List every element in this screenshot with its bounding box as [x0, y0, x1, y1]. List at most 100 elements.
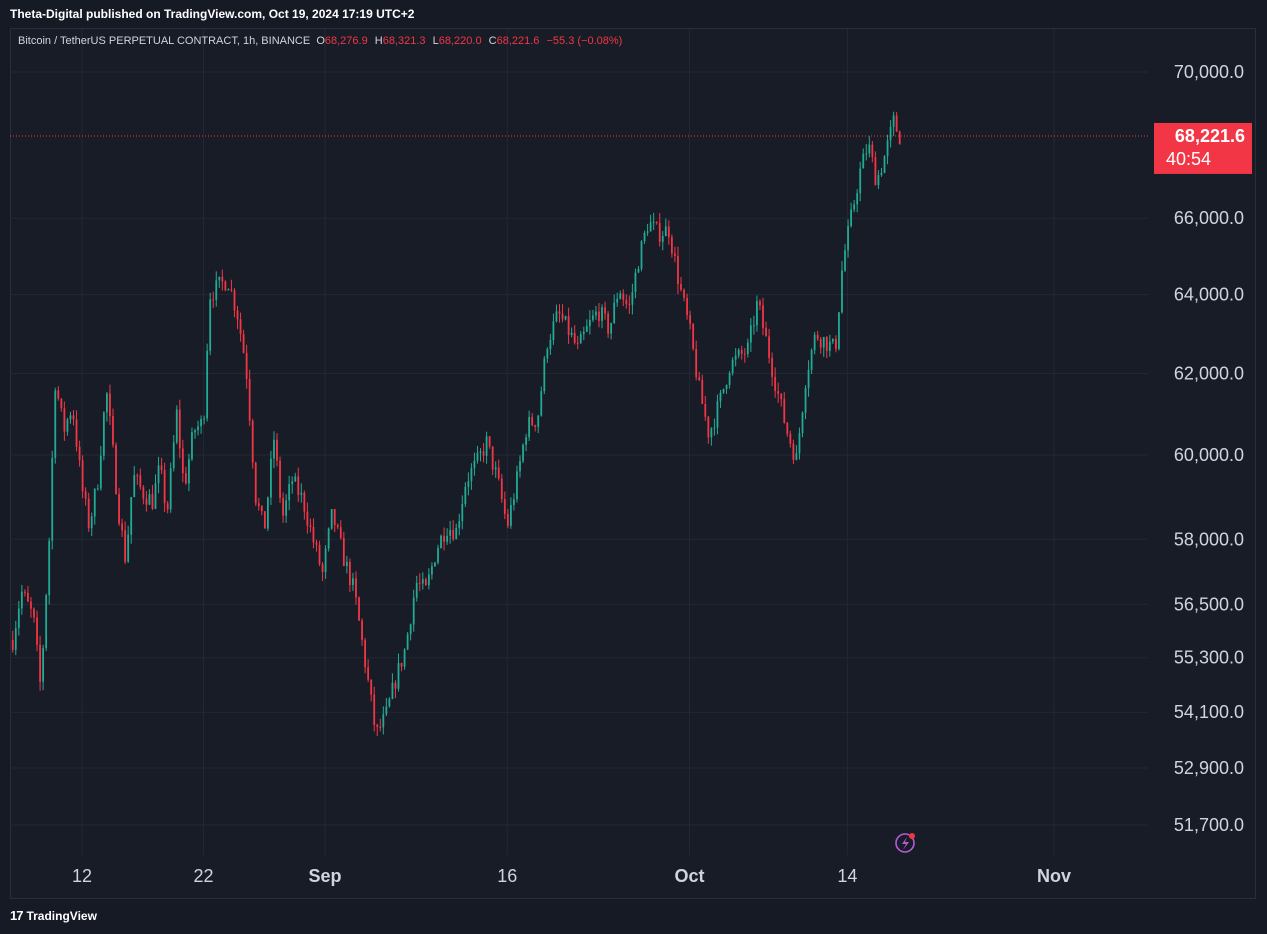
- candle-body: [756, 301, 758, 326]
- candle-body: [525, 437, 527, 445]
- candle-body: [549, 340, 552, 350]
- candle-body: [871, 144, 874, 158]
- candle-body: [303, 492, 306, 512]
- candle-body: [734, 355, 737, 360]
- candle-body: [142, 487, 145, 499]
- candle-body: [63, 408, 66, 432]
- candle-body: [212, 299, 215, 301]
- candle-body: [701, 379, 704, 404]
- candle-body: [737, 349, 740, 356]
- candle-body: [90, 516, 93, 529]
- candle-body: [458, 521, 461, 528]
- candle-body: [118, 493, 120, 524]
- candle-body: [109, 393, 111, 417]
- time-tick-label: Nov: [1037, 866, 1071, 886]
- candle-body: [130, 497, 133, 535]
- time-tick-label: 14: [837, 866, 857, 886]
- ohlc-legend: Bitcoin / TetherUS PERPETUAL CONTRACT, 1…: [18, 35, 626, 47]
- candle-body: [400, 663, 403, 667]
- time-tick-label: 22: [193, 866, 213, 886]
- price-tick-label: 64,000.0: [1174, 285, 1244, 305]
- candle-body: [719, 392, 722, 402]
- candle-body: [731, 359, 734, 374]
- candle-body: [139, 475, 142, 488]
- candle-body: [60, 398, 63, 409]
- price-tick-label: 52,900.0: [1174, 758, 1244, 778]
- candle-body: [382, 714, 385, 728]
- candle-body: [285, 500, 288, 516]
- candle-body: [856, 193, 859, 205]
- candle-body: [835, 338, 837, 350]
- candle-body: [318, 544, 321, 565]
- last-price-label: 68,221.6: [1175, 126, 1245, 146]
- top-bar: Theta-Digital published on TradingView.c…: [0, 0, 1267, 28]
- candle-body: [112, 416, 114, 445]
- candle-body: [345, 561, 348, 567]
- candle-body: [831, 338, 834, 342]
- candle-body: [874, 157, 877, 186]
- candle-body: [379, 726, 382, 728]
- candle-body: [257, 503, 260, 506]
- candle-body: [816, 334, 819, 340]
- price-tick-label: 54,100.0: [1174, 702, 1244, 722]
- tradingview-brand[interactable]: 17 TradingView: [10, 908, 97, 923]
- price-tick-label: 70,000.0: [1174, 62, 1244, 82]
- candle-body: [898, 131, 901, 145]
- candle-body: [880, 172, 883, 175]
- candle-body: [895, 115, 898, 132]
- candle-body: [157, 465, 160, 484]
- candle-body: [254, 462, 257, 504]
- candle-body: [181, 448, 184, 474]
- candle-body: [868, 144, 871, 154]
- candle-body: [652, 221, 655, 223]
- candle-body: [853, 204, 856, 210]
- candle-body: [789, 433, 792, 444]
- candle-body: [266, 497, 269, 529]
- candle-body: [467, 481, 470, 487]
- candle-body: [579, 334, 582, 344]
- candle-body: [646, 231, 649, 233]
- candle-body: [197, 426, 199, 431]
- candle-body: [552, 321, 555, 341]
- lightning-icon: [895, 833, 915, 853]
- candle-body: [227, 289, 230, 291]
- low-value: 68,220.0: [438, 35, 482, 47]
- candle-body: [300, 492, 303, 495]
- candle-body: [601, 307, 603, 321]
- candle-body: [865, 153, 868, 155]
- candle-body: [54, 390, 57, 459]
- candle-body: [610, 323, 613, 334]
- candle-body: [877, 174, 880, 186]
- candle-body: [765, 327, 767, 337]
- candle-body: [276, 439, 278, 461]
- candle-body: [23, 591, 26, 593]
- candle-body: [570, 332, 573, 335]
- candle-body: [470, 468, 473, 482]
- price-tick-label: 62,000.0: [1174, 364, 1244, 384]
- candle-body: [81, 460, 84, 492]
- candle-body: [664, 226, 667, 237]
- candle-body: [631, 292, 634, 305]
- candle-body: [434, 562, 436, 567]
- candle-body: [84, 491, 87, 499]
- candle-body: [291, 481, 294, 485]
- candle-body: [704, 403, 707, 417]
- candle-body: [801, 412, 804, 434]
- candle-body: [385, 706, 388, 715]
- candle-body: [127, 534, 130, 562]
- chart-panel: [10, 28, 1256, 899]
- candle-body: [762, 305, 764, 328]
- candle-body: [859, 168, 862, 194]
- candle-body: [686, 297, 688, 316]
- candle-body: [270, 458, 272, 498]
- candle-body: [680, 284, 682, 290]
- candle-body: [667, 226, 670, 238]
- candle-body: [555, 311, 558, 322]
- candle-body: [500, 478, 503, 499]
- candle-body: [27, 592, 29, 602]
- last-price-badge: 68,221.6 40:54: [1154, 122, 1252, 174]
- candle-body: [424, 579, 427, 586]
- tradingview-logo-icon: 17: [10, 908, 24, 923]
- candle-body: [136, 475, 139, 477]
